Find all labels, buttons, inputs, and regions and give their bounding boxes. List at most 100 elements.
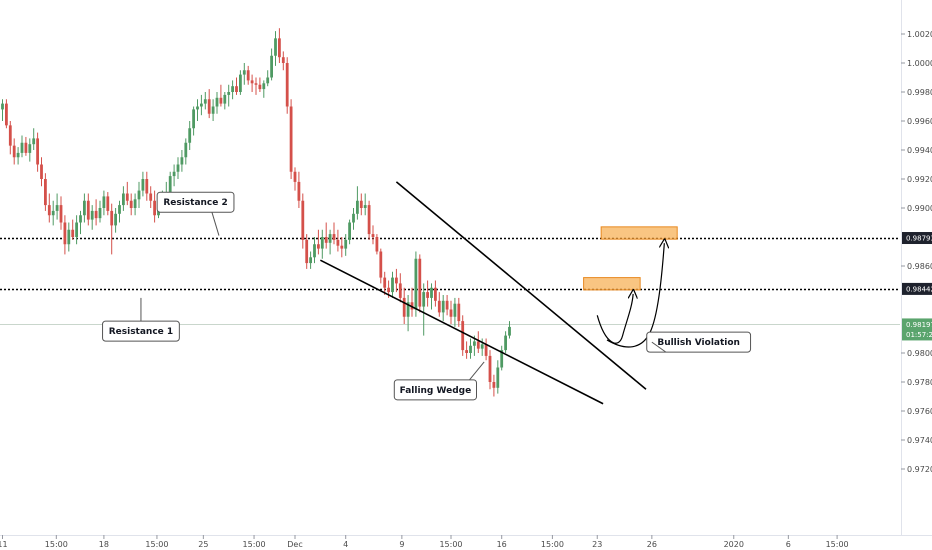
candle [449, 300, 453, 324]
candle [332, 222, 336, 245]
candle-body [496, 367, 500, 388]
time-tick-label: 15:00 [243, 540, 266, 549]
candle-body [168, 176, 172, 194]
candle-body [176, 164, 180, 172]
candle [32, 128, 36, 150]
candle-body [141, 179, 145, 191]
callout-3[interactable]: Falling Wedge [393, 361, 485, 401]
candle-body [16, 152, 20, 158]
candle-body [434, 287, 437, 301]
candle [301, 193, 305, 249]
price-axis-background [901, 0, 932, 550]
callout-box [646, 331, 752, 353]
candle-body [504, 335, 507, 351]
time-axis[interactable]: 11 15:00 18 15:00 25 15:00 Dec 4 9 15:00 16 15:00 23… [0, 535, 932, 550]
candle [24, 136, 28, 156]
candle [465, 341, 468, 359]
price-tick-label: 0.97200 [907, 465, 932, 474]
candle-body [480, 344, 484, 349]
resistance-zone-1[interactable] [600, 226, 678, 240]
candle [196, 99, 199, 121]
candle-body [246, 70, 250, 81]
callout-pointer [211, 212, 220, 236]
candle [441, 295, 445, 322]
candle [461, 315, 465, 356]
candle [457, 297, 461, 327]
candle-body [465, 350, 468, 353]
resistance-zones [583, 226, 678, 291]
candle [184, 138, 188, 165]
candle [317, 229, 320, 255]
callout-label: Resistance 1 [109, 327, 173, 337]
candle-body [379, 251, 383, 278]
candle-body [153, 200, 156, 216]
candle-body [83, 200, 86, 216]
time-tick-label: 2020 [724, 540, 744, 549]
candle-body [418, 258, 422, 307]
candle [418, 254, 422, 313]
price-tick-label: 0.99800 [907, 88, 932, 97]
candle [383, 271, 387, 295]
candle [75, 215, 78, 245]
callout-1[interactable]: Resistance 2 [156, 191, 235, 236]
candle [289, 99, 293, 179]
candle-body [449, 309, 453, 317]
candle [270, 48, 273, 81]
candle-body [32, 138, 36, 145]
candle [309, 251, 312, 269]
callout-2[interactable]: Resistance 1 [102, 297, 180, 342]
candle-body [426, 292, 429, 298]
time-tick-label: 15:00 [439, 540, 462, 549]
candle-body [336, 239, 340, 246]
level-tag-label: 0.98793 [906, 235, 932, 243]
candle [172, 164, 176, 187]
candle-body [118, 205, 121, 214]
resistance-zone-2[interactable] [583, 277, 641, 291]
wedge-line-2[interactable] [395, 181, 647, 390]
candle-body [242, 70, 246, 75]
price-tick-label: 1.00200 [907, 30, 932, 39]
candle-body [24, 142, 28, 153]
callout-4[interactable]: Bullish Violation [646, 331, 752, 353]
wedge-line-1[interactable] [319, 259, 604, 405]
price-axis[interactable]: 1.00200 1.00000 0.99800 0.99600 0.99400 0.992… [901, 0, 932, 550]
candle-body [102, 196, 106, 208]
candle-body [227, 92, 231, 95]
candle [313, 237, 316, 264]
candle [297, 171, 301, 208]
candle-body [266, 77, 270, 84]
current-price-tag [902, 318, 932, 341]
price-tick-label: 0.97600 [907, 407, 932, 416]
candle [266, 70, 270, 87]
candle [496, 360, 500, 394]
candle [476, 331, 480, 353]
candle-body [47, 205, 51, 216]
candle-body [297, 181, 301, 201]
candle-body [402, 297, 406, 317]
candle [395, 268, 398, 293]
candle [375, 234, 379, 255]
candle [262, 80, 266, 98]
level-tag-label: 0.98442 [906, 285, 932, 293]
candle-body [356, 200, 359, 214]
candle-body [172, 171, 176, 177]
candle [79, 210, 82, 235]
candle [90, 205, 94, 230]
candle-body [309, 257, 312, 264]
candle-body [5, 103, 8, 126]
candle-body [371, 234, 375, 237]
candle [434, 280, 437, 307]
time-tick-label: 15:00 [145, 540, 168, 549]
candle [320, 229, 324, 259]
candle [488, 350, 492, 390]
time-axis-background [0, 535, 932, 550]
candle-body [278, 38, 281, 58]
time-tick-label: 15:00 [826, 540, 849, 549]
candle [203, 92, 207, 110]
candle [274, 31, 277, 66]
candle-body [215, 97, 219, 107]
candle-body [8, 125, 12, 146]
candle [1, 99, 4, 121]
